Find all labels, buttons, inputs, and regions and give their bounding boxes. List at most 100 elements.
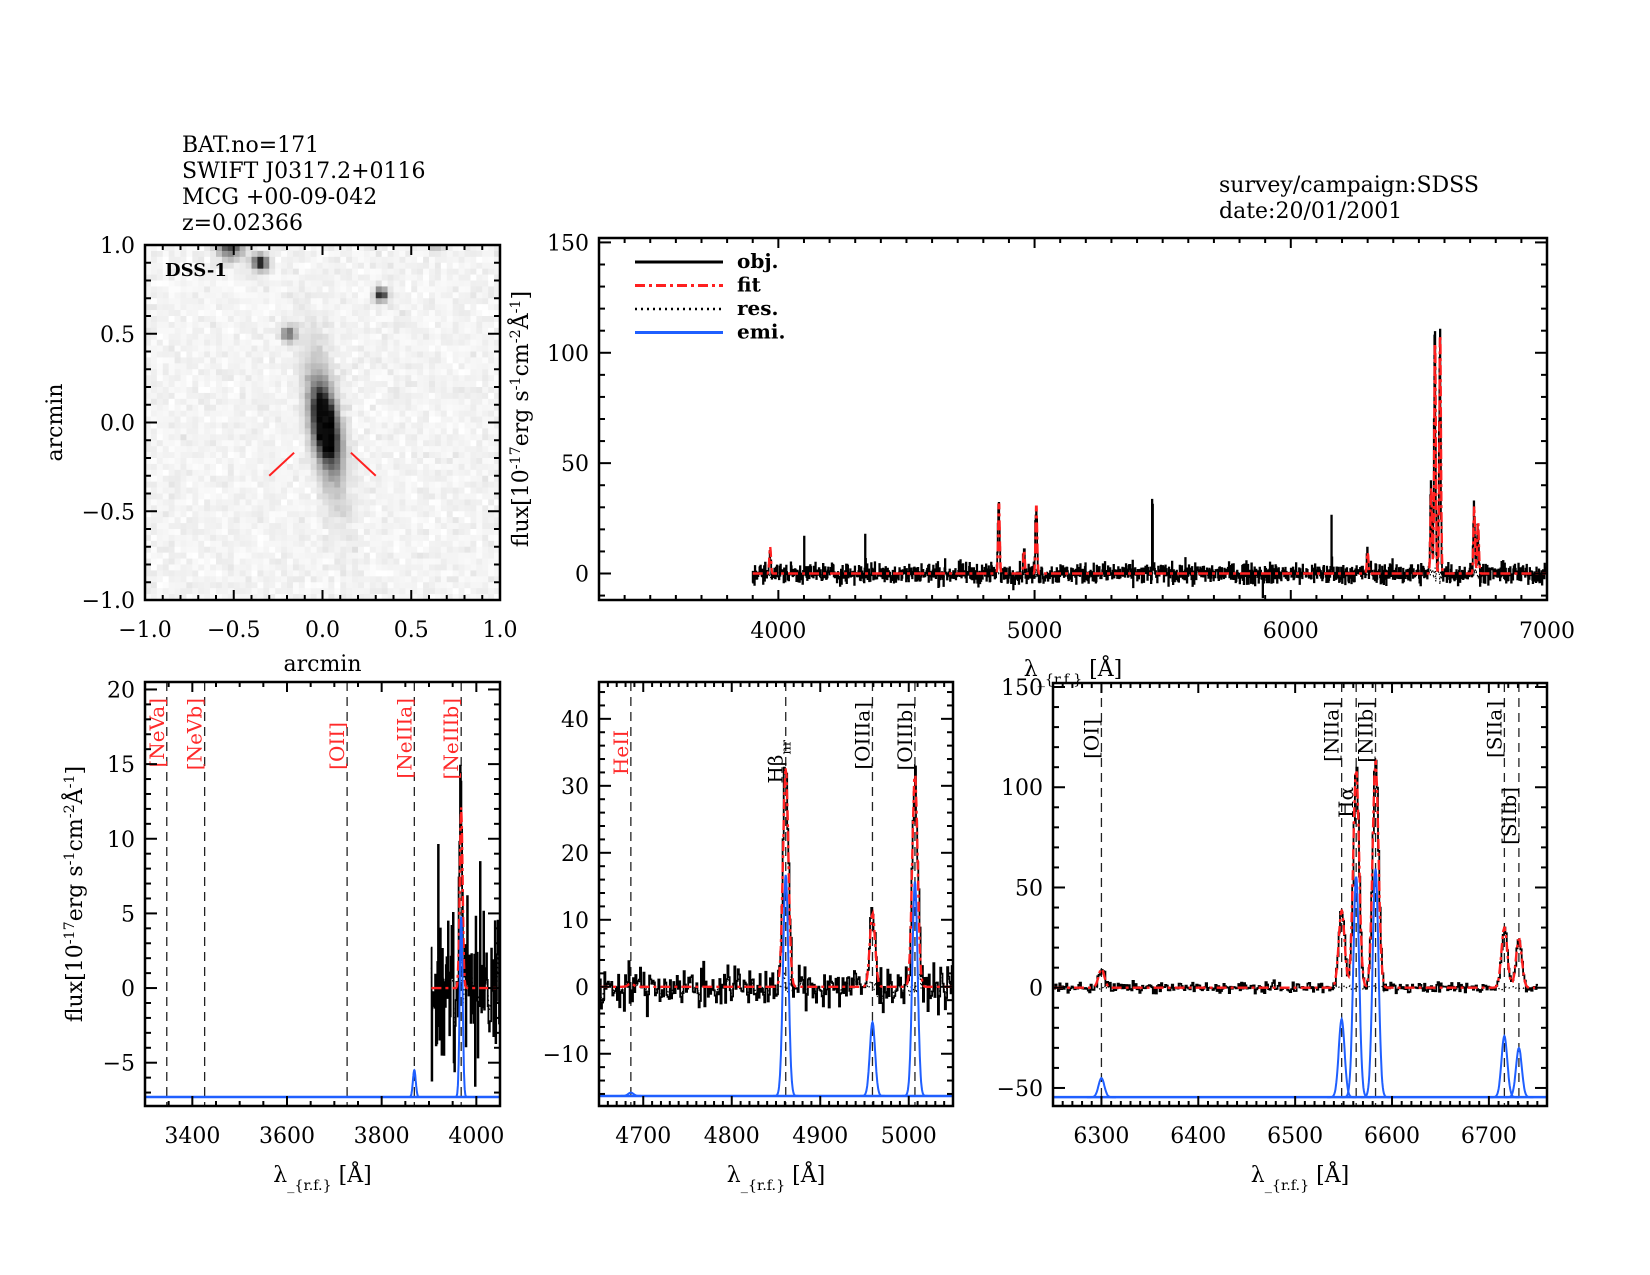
emission-line-label: HeII	[609, 730, 633, 775]
y-tick-label: 150	[1001, 676, 1043, 701]
x-tick-label: 4900	[792, 1124, 848, 1149]
y-tick-label: 100	[547, 342, 589, 367]
swift-name: SWIFT J0317.2+0116	[182, 159, 426, 184]
emi-curve	[1086, 1076, 1116, 1099]
y-tick-label: 50	[1015, 876, 1043, 901]
plot-area	[599, 682, 953, 1106]
halpha-nii-sii-panel: [OI] [NIIa] Hα [NIIb] [SIIa] [SIIb] 6300 6400 65…	[997, 676, 1549, 1194]
emission-line-label: [OI]	[1079, 719, 1103, 759]
y-tick-label: 0	[575, 976, 589, 1001]
y-tick-label: −50	[997, 1077, 1043, 1102]
y-tick-label: −1.0	[82, 589, 135, 614]
plot-frame	[143, 680, 502, 1108]
galaxy-name: MCG +00-09-042	[182, 185, 377, 210]
y-tick-label: −10	[543, 1043, 589, 1068]
x-tick-label: 6600	[1364, 1124, 1420, 1149]
emi-curve	[772, 874, 799, 1097]
plot-frame	[597, 236, 1549, 602]
emission-line-label: [OII]	[325, 722, 349, 770]
emi-curve	[1489, 1033, 1519, 1099]
emi-curve	[407, 1068, 422, 1098]
emission-line-label: [OIIIb]	[893, 702, 917, 771]
y-tick-label: 0	[121, 977, 135, 1002]
x-tick-label: 1.0	[483, 618, 518, 643]
x-tick-label: 4700	[615, 1124, 671, 1149]
x-tick-label: 6300	[1073, 1124, 1129, 1149]
x-tick-label: 0.5	[394, 618, 429, 643]
x-tick-label: −0.5	[207, 618, 260, 643]
legend-label: emi.	[737, 320, 785, 344]
emi-curve	[454, 916, 469, 1098]
x-tick-label: 6700	[1461, 1124, 1517, 1149]
y-tick-label: 150	[547, 231, 589, 256]
y-tick-label: −0.5	[82, 500, 135, 525]
plot-frame	[143, 243, 502, 602]
hbeta-oiii-panel: HeII Hβnr [OIIIa] [OIIIb] 4700 4800 4900 5000 −1…	[543, 680, 955, 1194]
emi-curve	[617, 1091, 645, 1097]
emi-curve	[1327, 1016, 1357, 1099]
plot-area	[751, 328, 1547, 599]
y-tick-label: 20	[107, 678, 135, 703]
x-tick-label: 4000	[448, 1124, 504, 1149]
fit-curve	[599, 767, 953, 988]
x-tick-label: 3600	[259, 1124, 315, 1149]
emi-curve	[901, 881, 929, 1097]
dss-image-pixels	[145, 245, 501, 601]
x-tick-label: 0.0	[305, 618, 340, 643]
redshift: z=0.02366	[182, 211, 303, 236]
x-axis-title: λ_{r.f.} [Å]	[1251, 1160, 1349, 1194]
axis-ticks	[598, 682, 954, 1106]
x-tick-label: −1.0	[118, 618, 171, 643]
legend-label: obj.	[737, 249, 779, 273]
obj-spectrum	[599, 765, 953, 1018]
y-tick-label: −5	[103, 1052, 135, 1077]
y-tick-label: 10	[107, 828, 135, 853]
emission-line-label: [NeIIIb]	[439, 698, 463, 779]
x-axis-title: λ_{r.f.} [Å]	[727, 1160, 825, 1194]
neon-oii-panel: [NeVa] [NeVb] [OII] [NeIIIa] [NeIIIb] 3400 360…	[60, 678, 504, 1194]
emission-line-label: [NIIa]	[1320, 701, 1344, 762]
emission-line-label: [NIIb]	[1354, 701, 1378, 763]
obj-spectrum	[430, 764, 500, 1087]
emi-curve	[1504, 1046, 1534, 1099]
fit-curve	[1053, 759, 1538, 989]
x-axis-title: λ_{r.f.} [Å]	[273, 1160, 371, 1194]
emission-line-label: [SIIa]	[1482, 701, 1506, 758]
emission-line-label: [OIIIa]	[850, 702, 874, 770]
fit-curve	[752, 334, 1547, 575]
y-tick-label: 1.0	[100, 234, 135, 259]
emission-line-label: [NeIIIa]	[392, 698, 416, 779]
plot-area	[1053, 683, 1547, 1106]
emission-line-label: [NeVa]	[145, 698, 169, 767]
x-tick-label: 4800	[704, 1124, 760, 1149]
x-tick-label: 6000	[1263, 619, 1319, 644]
obj-spectrum	[1053, 759, 1538, 995]
y-tick-label: 0	[1029, 977, 1043, 1002]
source-header: BAT.no=171 SWIFT J0317.2+0116 MCG +00-09…	[182, 133, 426, 236]
y-tick-label: 0.0	[100, 412, 135, 437]
x-tick-label: 5000	[881, 1124, 937, 1149]
y-tick-label: 100	[1001, 776, 1043, 801]
y-tick-label: 40	[561, 708, 589, 733]
plot-frame	[597, 680, 955, 1108]
emission-line-label: [NeVb]	[183, 698, 207, 770]
y-axis-title: flux[10-17erg s-1cm-2Å-1]	[60, 766, 88, 1022]
x-axis-title: arcmin	[283, 652, 361, 677]
survey-campaign: survey/campaign:SDSS	[1219, 173, 1479, 198]
residual-curve	[599, 971, 953, 1002]
legend-label: fit	[737, 273, 762, 297]
emission-line-label: [SIIb]	[1497, 787, 1521, 845]
y-tick-label: 0	[575, 563, 589, 588]
y-tick-label: 50	[561, 452, 589, 477]
x-tick-label: 7000	[1519, 619, 1575, 644]
y-axis-title: flux[10-17erg s-1cm-2Å-1]	[506, 291, 534, 547]
y-tick-label: 10	[561, 909, 589, 934]
image-survey-label: DSS-1	[165, 260, 227, 281]
emission-line-label: Hβnr	[764, 739, 795, 783]
emission-line-label: Hα	[1334, 787, 1358, 818]
y-tick-label: 30	[561, 775, 589, 800]
x-tick-label: 4000	[750, 619, 806, 644]
emi-curve	[1361, 868, 1391, 1099]
